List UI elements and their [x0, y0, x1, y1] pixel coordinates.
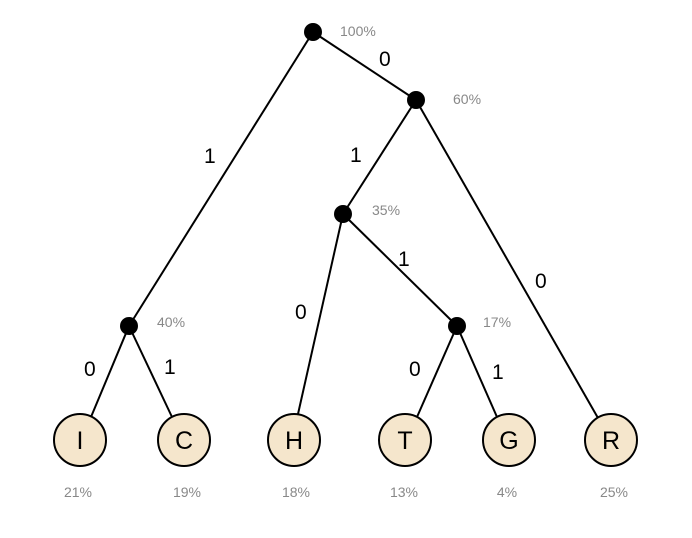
edge-label-n60-r: 0: [535, 270, 547, 293]
leaf-nodes: I 21% C 19% H 18% T 13% G 4% R 25%: [53, 413, 638, 500]
node-35-pct: 35%: [372, 202, 400, 218]
node-60-pct: 60%: [453, 91, 481, 107]
node-17: [448, 317, 466, 335]
edge-label-root-n40: 1: [204, 145, 216, 168]
leaf-h-circle: [267, 413, 321, 467]
leaf-t-circle: [378, 413, 432, 467]
leaf-h: H 18%: [267, 413, 321, 500]
edge-labels: 0 1 1 0 0 1 0 1 0 1: [84, 48, 547, 384]
node-40-pct: 40%: [157, 314, 185, 330]
edge-label-root-n60: 0: [379, 48, 391, 71]
leaf-r-circle: [584, 413, 638, 467]
leaf-r-pct: 25%: [600, 484, 628, 500]
edge-label-n60-n35: 1: [350, 144, 362, 167]
leaf-t-letter: T: [397, 427, 412, 455]
edge-n17-t: [416, 325, 458, 418]
internal-nodes: 100% 60% 35% 40% 17%: [120, 23, 511, 335]
leaf-c-pct: 19%: [173, 484, 201, 500]
leaf-t-pct: 13%: [390, 484, 418, 500]
edge-root-n60: [312, 31, 417, 101]
edge-label-n40-i: 0: [84, 358, 96, 381]
leaf-g-pct: 4%: [497, 484, 517, 500]
leaf-h-pct: 18%: [282, 484, 310, 500]
leaf-i-circle: [53, 413, 107, 467]
leaf-i: I 21%: [53, 413, 107, 500]
edge-n40-i: [90, 325, 130, 418]
leaf-t: T 13%: [378, 413, 432, 500]
leaf-g-circle: [482, 413, 536, 467]
leaf-c: C 19%: [157, 413, 211, 500]
node-root-pct: 100%: [340, 23, 376, 39]
node-root: [304, 23, 322, 41]
edge-n60-r: [415, 99, 599, 419]
node-60: [407, 91, 425, 109]
leaf-h-letter: H: [285, 427, 303, 455]
edge-n35-n17: [342, 213, 458, 327]
edges: [90, 31, 599, 419]
edge-root-n40: [128, 31, 314, 327]
edge-n17-g: [456, 325, 498, 418]
leaf-r-letter: R: [602, 427, 620, 455]
edge-n60-n35: [342, 99, 417, 215]
leaf-r: R 25%: [584, 413, 638, 500]
leaf-c-letter: C: [175, 427, 193, 455]
edge-n35-h: [297, 213, 344, 415]
edge-label-n17-g: 1: [492, 361, 504, 384]
edge-label-n40-c: 1: [164, 356, 176, 379]
node-35: [334, 205, 352, 223]
leaf-c-circle: [157, 413, 211, 467]
edge-label-n35-h: 0: [295, 301, 307, 324]
leaf-i-pct: 21%: [64, 484, 92, 500]
edge-n40-c: [128, 325, 173, 418]
node-17-pct: 17%: [483, 314, 511, 330]
leaf-g: G 4%: [482, 413, 536, 500]
node-40: [120, 317, 138, 335]
edge-label-n35-n17: 1: [398, 248, 410, 271]
edge-label-n17-t: 0: [409, 358, 421, 381]
leaf-g-letter: G: [499, 427, 518, 455]
leaf-i-letter: I: [77, 427, 84, 455]
